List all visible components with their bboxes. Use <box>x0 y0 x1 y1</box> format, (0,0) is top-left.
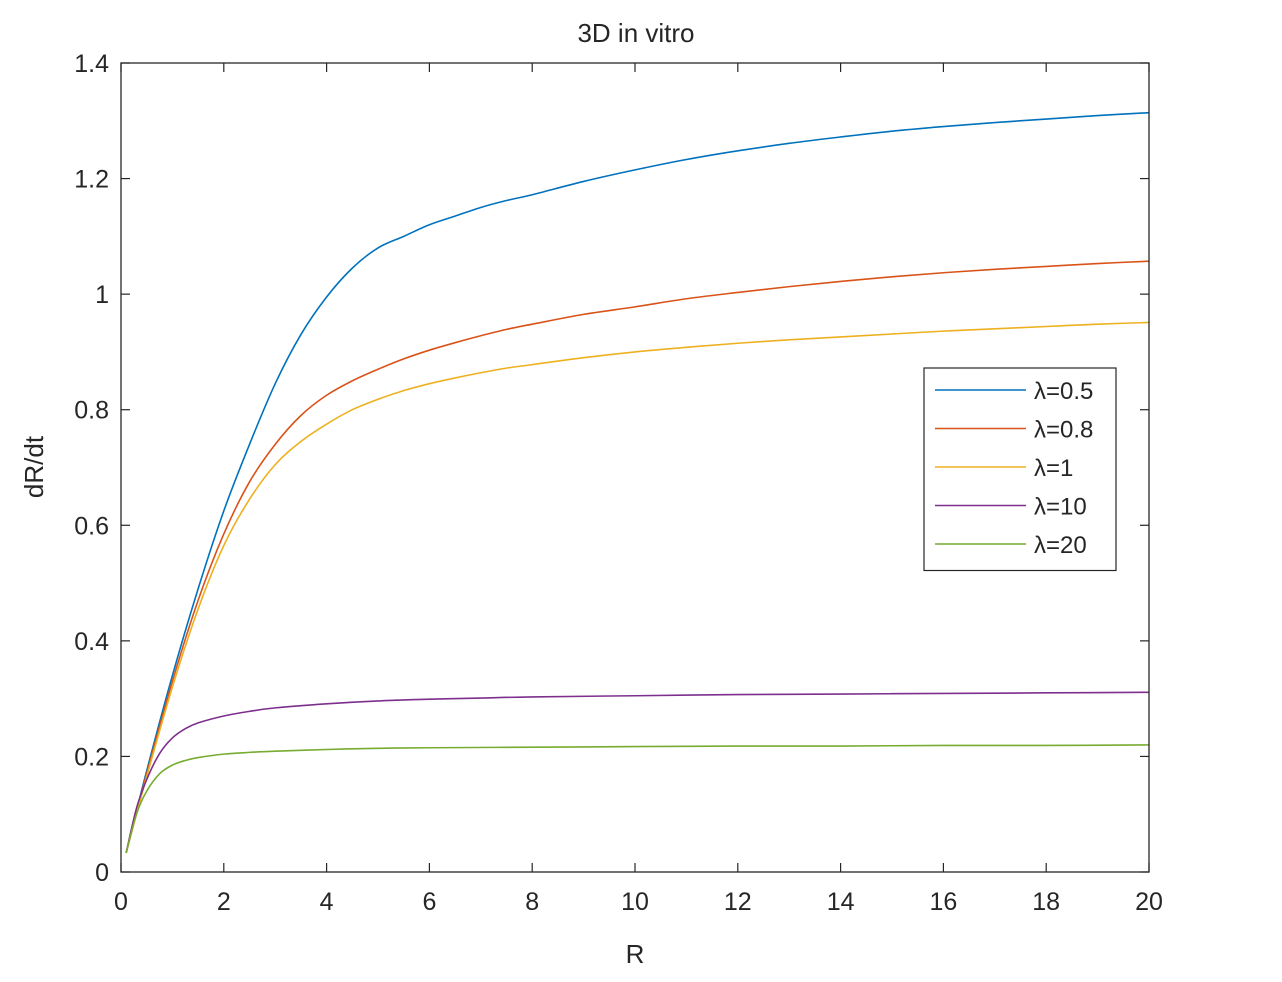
y-tick-label: 1.2 <box>74 166 109 194</box>
y-tick-label: 0.8 <box>74 397 109 425</box>
series-line-1 <box>125 111 1150 854</box>
series-line-3 <box>125 321 1150 854</box>
x-tick-label: 4 <box>320 888 334 916</box>
x-tick-label: 12 <box>724 888 752 916</box>
series-line-5 <box>125 744 1150 854</box>
legend-label-4: λ=10 <box>1034 494 1087 521</box>
x-tick-label: 16 <box>929 888 957 916</box>
y-tick-label: 0.4 <box>74 628 109 656</box>
x-tick-label: 0 <box>114 888 128 916</box>
plot-area <box>125 111 1150 854</box>
x-tick-label: 10 <box>621 888 649 916</box>
legend-label-5: λ=20 <box>1034 532 1087 559</box>
series-line-4 <box>125 691 1150 854</box>
x-tick-label: 8 <box>525 888 539 916</box>
x-axis-label: R <box>626 939 645 969</box>
y-tick-label: 0.6 <box>74 512 109 540</box>
y-tick-label: 1.4 <box>74 50 109 78</box>
legend: λ=0.5 λ=0.8 λ=1 λ=10 λ=20 <box>923 367 1117 572</box>
legend-label-2: λ=0.8 <box>1034 417 1093 444</box>
x-tick-label: 6 <box>422 888 436 916</box>
x-tick-label: 18 <box>1032 888 1060 916</box>
legend-label-1: λ=0.5 <box>1034 378 1093 405</box>
y-tick-label: 0.2 <box>74 743 109 771</box>
chart-title: 3D in vitro <box>577 18 694 48</box>
x-tick-label: 20 <box>1135 888 1163 916</box>
series-line-2 <box>125 260 1150 854</box>
x-tick-label: 14 <box>827 888 855 916</box>
y-tick-label: 1 <box>95 281 109 309</box>
legend-box <box>923 367 1117 572</box>
legend-label-3: λ=1 <box>1034 455 1073 482</box>
y-axis-label: dR/dt <box>19 435 49 498</box>
axis-ticks: 0 2 4 6 8 10 12 14 16 18 20 0 0.2 0.4 0.6 0.8 1 1.2 1.4 <box>74 50 1163 916</box>
y-tick-label: 0 <box>95 859 109 887</box>
x-tick-label: 2 <box>217 888 231 916</box>
